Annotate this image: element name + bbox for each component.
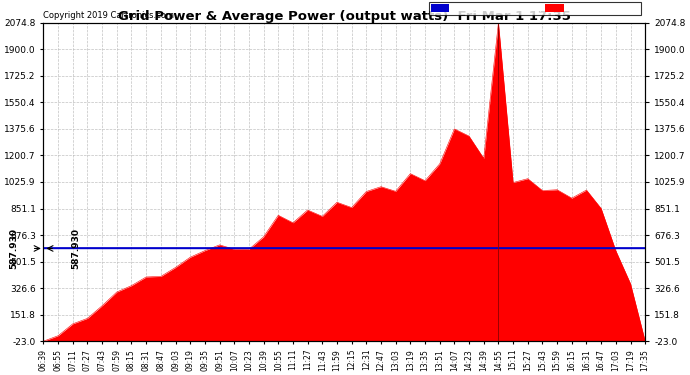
Text: Copyright 2019 Cartronics.com: Copyright 2019 Cartronics.com xyxy=(43,10,175,20)
Text: 587.930: 587.930 xyxy=(71,228,80,269)
Text: 587.930: 587.930 xyxy=(10,228,19,269)
Legend: Average  (AC Watts), Grid  (AC Watts): Average (AC Watts), Grid (AC Watts) xyxy=(429,2,641,15)
Title: Grid Power & Average Power (output watts)  Fri Mar 1 17:35: Grid Power & Average Power (output watts… xyxy=(118,10,571,23)
